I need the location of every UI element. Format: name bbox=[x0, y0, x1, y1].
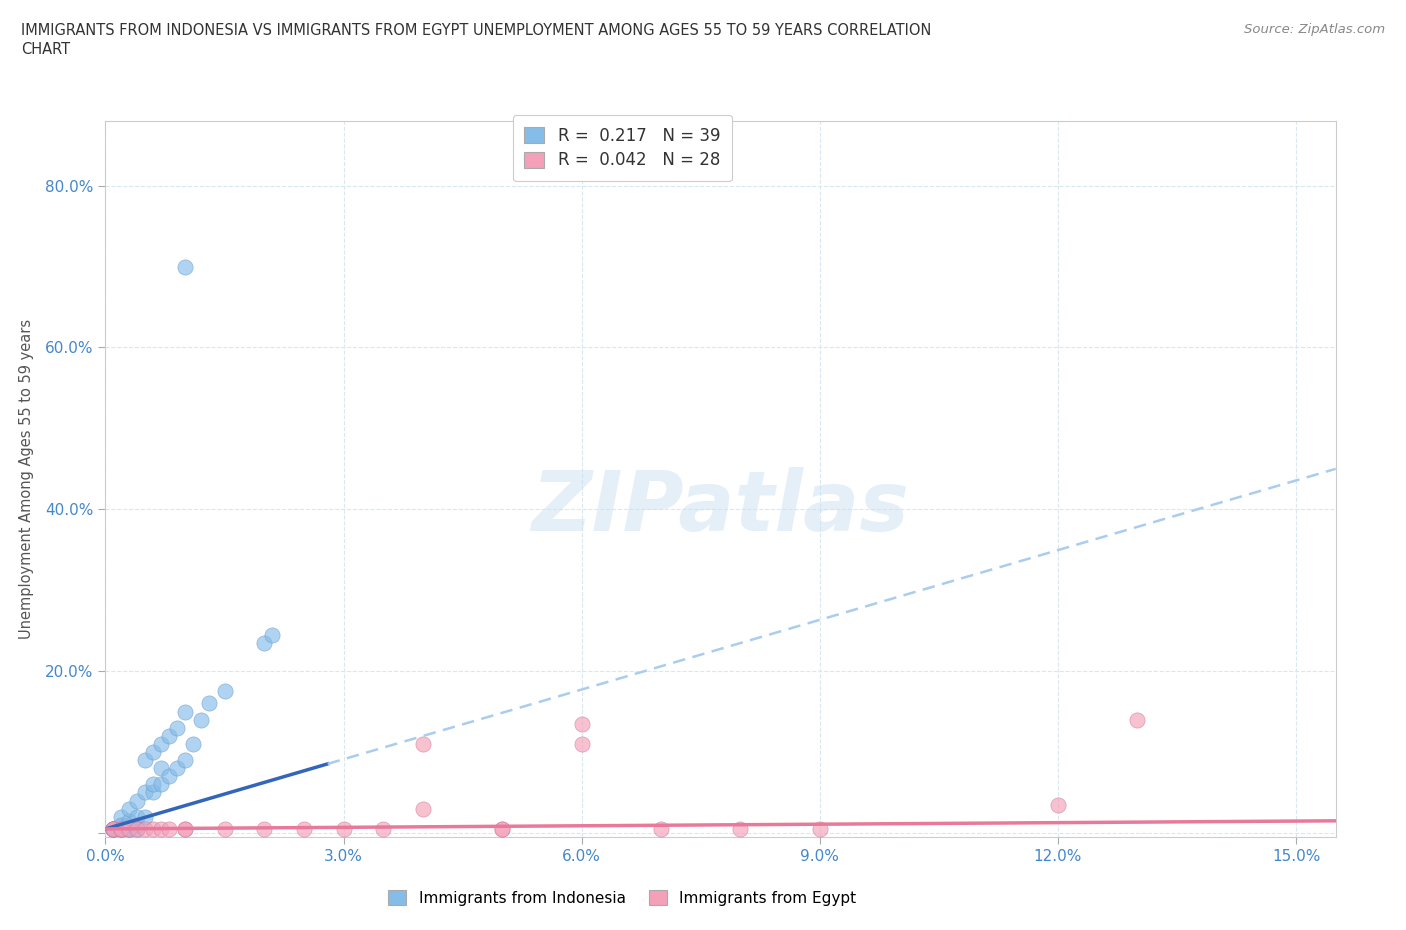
Point bbox=[118, 821, 141, 836]
Point bbox=[650, 821, 672, 836]
Point bbox=[110, 817, 132, 832]
Point bbox=[150, 737, 173, 751]
Point bbox=[134, 809, 156, 824]
Point bbox=[214, 821, 236, 836]
Point bbox=[1046, 797, 1069, 812]
Point bbox=[127, 821, 149, 836]
Point bbox=[491, 821, 513, 836]
Point bbox=[253, 821, 276, 836]
Y-axis label: Unemployment Among Ages 55 to 59 years: Unemployment Among Ages 55 to 59 years bbox=[20, 319, 34, 639]
Point bbox=[253, 635, 276, 650]
Legend: Immigrants from Indonesia, Immigrants from Egypt: Immigrants from Indonesia, Immigrants fr… bbox=[382, 884, 862, 911]
Text: Source: ZipAtlas.com: Source: ZipAtlas.com bbox=[1244, 23, 1385, 36]
Point bbox=[103, 821, 125, 836]
Point bbox=[118, 817, 141, 832]
Text: IMMIGRANTS FROM INDONESIA VS IMMIGRANTS FROM EGYPT UNEMPLOYMENT AMONG AGES 55 TO: IMMIGRANTS FROM INDONESIA VS IMMIGRANTS … bbox=[21, 23, 931, 38]
Point bbox=[373, 821, 395, 836]
Point bbox=[134, 785, 156, 800]
Point bbox=[173, 821, 195, 836]
Point bbox=[103, 821, 125, 836]
Point bbox=[157, 728, 180, 743]
Point bbox=[142, 745, 165, 760]
Point bbox=[110, 821, 132, 836]
Point bbox=[412, 737, 434, 751]
Point bbox=[103, 821, 125, 836]
Point bbox=[730, 821, 752, 836]
Text: ZIPatlas: ZIPatlas bbox=[531, 467, 910, 548]
Point bbox=[110, 821, 132, 836]
Point bbox=[157, 769, 180, 784]
Point bbox=[332, 821, 354, 836]
Point bbox=[150, 777, 173, 791]
Point bbox=[142, 777, 165, 791]
Point bbox=[491, 821, 513, 836]
Point bbox=[118, 821, 141, 836]
Point bbox=[127, 821, 149, 836]
Point bbox=[134, 752, 156, 767]
Point bbox=[571, 716, 593, 731]
Point bbox=[110, 817, 132, 832]
Point bbox=[1126, 712, 1149, 727]
Point bbox=[118, 802, 141, 817]
Point bbox=[103, 821, 125, 836]
Point bbox=[190, 712, 212, 727]
Point bbox=[118, 814, 141, 829]
Point bbox=[150, 821, 173, 836]
Point bbox=[110, 821, 132, 836]
Point bbox=[412, 802, 434, 817]
Point bbox=[127, 793, 149, 808]
Point bbox=[110, 821, 132, 836]
Point bbox=[197, 696, 219, 711]
Point bbox=[157, 821, 180, 836]
Point bbox=[142, 821, 165, 836]
Point bbox=[127, 809, 149, 824]
Point bbox=[181, 737, 204, 751]
Point bbox=[173, 704, 195, 719]
Point bbox=[142, 785, 165, 800]
Point bbox=[214, 684, 236, 698]
Point bbox=[173, 259, 195, 274]
Point bbox=[103, 821, 125, 836]
Point bbox=[166, 721, 188, 736]
Point bbox=[173, 752, 195, 767]
Point bbox=[173, 821, 195, 836]
Point bbox=[166, 761, 188, 776]
Point bbox=[127, 817, 149, 832]
Point bbox=[118, 821, 141, 836]
Text: CHART: CHART bbox=[21, 42, 70, 57]
Point bbox=[110, 809, 132, 824]
Point bbox=[134, 821, 156, 836]
Point bbox=[150, 761, 173, 776]
Point bbox=[808, 821, 831, 836]
Point bbox=[292, 821, 315, 836]
Point bbox=[103, 821, 125, 836]
Point bbox=[571, 737, 593, 751]
Point bbox=[262, 627, 284, 642]
